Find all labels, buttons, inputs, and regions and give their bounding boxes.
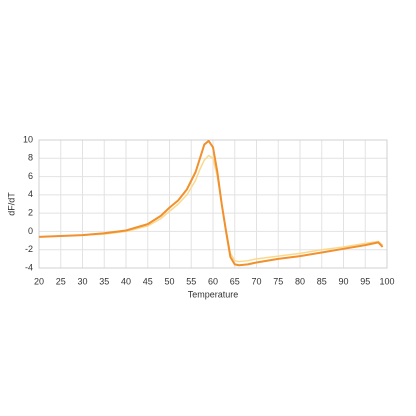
x-tick-label: 70 (251, 276, 261, 286)
y-tick-label: 10 (23, 134, 33, 144)
x-tick-label: 50 (164, 276, 174, 286)
x-tick-label: 90 (338, 276, 348, 286)
y-tick-label: 0 (28, 226, 33, 236)
x-axis-label: Temperature (188, 289, 239, 299)
x-tick-label: 45 (143, 276, 153, 286)
x-tick-label: 25 (56, 276, 66, 286)
x-tick-label: 65 (230, 276, 240, 286)
x-tick-label: 75 (273, 276, 283, 286)
plot-frame (38, 139, 388, 269)
x-tick-label: 95 (360, 276, 370, 286)
y-axis-label: dF/dT (6, 192, 16, 216)
y-tick-label: -4 (25, 262, 33, 272)
x-tick-label: 100 (379, 276, 394, 286)
x-tick-label: 80 (295, 276, 305, 286)
series-line (38, 154, 384, 263)
y-tick-label: -2 (25, 244, 33, 254)
x-tick-label: 85 (317, 276, 327, 286)
x-tick-label: 60 (208, 276, 218, 286)
y-tick-label: 6 (28, 171, 33, 181)
x-tick-label: 40 (121, 276, 131, 286)
x-tick-label: 55 (186, 276, 196, 286)
x-tick-label: 30 (77, 276, 87, 286)
y-tick-label: 8 (28, 153, 33, 163)
series-line (38, 139, 384, 267)
y-tick-label: 2 (28, 208, 33, 218)
y-tick-label: 4 (28, 189, 33, 199)
x-tick-label: 20 (34, 276, 44, 286)
x-tick-label: 35 (99, 276, 109, 286)
